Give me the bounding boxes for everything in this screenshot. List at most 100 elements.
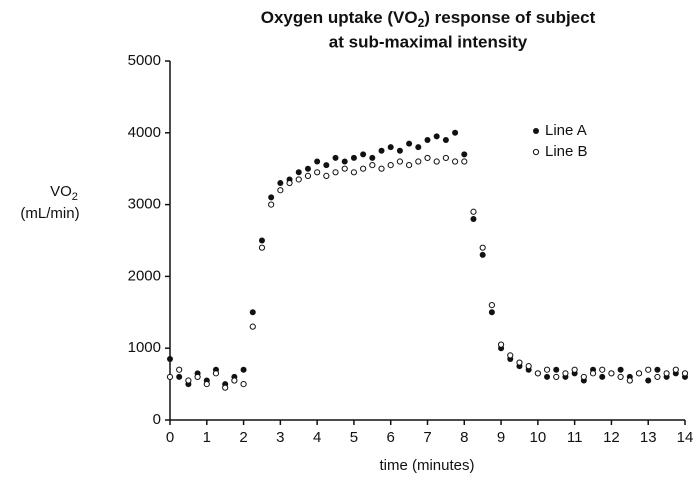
x-tick-label: 6 (387, 429, 395, 446)
scatter-point (350, 154, 357, 161)
scatter-point (424, 154, 431, 162)
legend-marker (532, 148, 540, 156)
scatter-point (534, 370, 541, 377)
x-tick-label: 13 (640, 429, 657, 446)
scatter-point (470, 215, 477, 222)
title-part: ) response of subject (424, 8, 595, 27)
y-tick-label: 2000 (128, 267, 161, 284)
x-tick-label: 4 (313, 429, 321, 446)
scatter-point (479, 251, 486, 258)
scatter-point (442, 136, 449, 143)
title-subscript: 2 (418, 16, 425, 30)
x-tick-label: 12 (603, 429, 620, 446)
x-tick-label: 3 (276, 429, 284, 446)
x-tick-label: 1 (203, 429, 211, 446)
chart-title: Oxygen uptake (VO2) response of subject (261, 8, 596, 30)
scatter-point (286, 179, 293, 187)
scatter-point (544, 373, 551, 380)
scatter-point (360, 151, 367, 158)
scatter-point (295, 176, 302, 183)
scatter-point (194, 373, 201, 381)
scatter-point (406, 140, 413, 147)
x-tick-label: 9 (497, 429, 505, 446)
scatter-point (424, 136, 431, 143)
y-label-subscript: 2 (72, 191, 78, 203)
scatter-point (185, 377, 192, 384)
x-tick-label: 2 (239, 429, 247, 446)
scatter-point (626, 377, 633, 384)
scatter-point (387, 144, 394, 151)
scatter-point (433, 158, 440, 165)
scatter-point (442, 154, 449, 162)
scatter-point (258, 237, 265, 244)
scatter-point (663, 370, 670, 377)
scatter-point (488, 309, 495, 316)
x-tick-label: 0 (166, 429, 174, 446)
scatter-point (479, 244, 486, 251)
scatter-point (277, 180, 284, 187)
x-tick-label: 11 (567, 429, 583, 446)
scatter-point (176, 373, 183, 380)
scatter-point (433, 133, 440, 140)
legend-label: Line B (545, 143, 588, 160)
scatter-point (589, 370, 597, 377)
scatter-point (341, 158, 348, 165)
scatter-point (580, 373, 587, 381)
scatter-point (222, 384, 229, 391)
legend-marker (533, 128, 539, 134)
scatter-point (176, 366, 183, 373)
scatter-point (507, 352, 514, 359)
scatter-point (461, 158, 468, 165)
scatter-point (599, 366, 606, 373)
scatter-point (672, 366, 679, 373)
x-tick-label: 14 (677, 429, 694, 446)
scatter-point (304, 172, 312, 179)
legend-label: Line A (545, 122, 587, 139)
scatter-point (314, 169, 321, 176)
scatter-point (277, 187, 284, 194)
scatter-point (212, 370, 220, 377)
scatter-point (451, 158, 459, 165)
scatter-point (268, 201, 275, 208)
scatter-point (295, 169, 302, 176)
scatter-point (525, 363, 532, 370)
y-tick-label: 0 (153, 411, 161, 428)
scatter-point (617, 366, 624, 373)
y-tick-label: 3000 (128, 196, 161, 213)
scatter-point (369, 154, 376, 161)
scatter-point (608, 370, 615, 377)
scatter-point (617, 373, 624, 381)
scatter-point (461, 151, 468, 158)
scatter-point (240, 381, 247, 388)
y-tick-label: 5000 (128, 52, 161, 69)
scatter-point (635, 370, 643, 377)
scatter-point (258, 244, 266, 251)
scatter-point (369, 162, 376, 169)
scatter-point (249, 323, 256, 330)
scatter-point (654, 366, 661, 373)
scatter-point (341, 165, 348, 172)
scatter-point (415, 158, 422, 165)
y-axis-label: VO2 (50, 183, 78, 203)
y-tick-label: 1000 (128, 339, 161, 356)
x-tick-label: 5 (350, 429, 358, 446)
scatter-point (396, 147, 403, 154)
scatter-point (268, 194, 275, 201)
x-axis-label: time (minutes) (379, 457, 474, 474)
chart-subtitle: at sub-maximal intensity (329, 32, 528, 51)
scatter-point (378, 147, 385, 154)
scatter-point (231, 377, 238, 384)
scatter-point (304, 165, 311, 172)
scatter-point (562, 370, 569, 377)
x-tick-label: 10 (530, 429, 547, 446)
y-axis-unit: (mL/min) (20, 205, 79, 222)
scatter-point (167, 355, 173, 362)
y-tick-label: 4000 (128, 124, 161, 141)
scatter-point (543, 366, 551, 373)
x-tick-label: 8 (460, 429, 468, 446)
scatter-point (387, 162, 394, 169)
scatter-point (599, 373, 606, 380)
scatter-point (645, 366, 652, 373)
scatter-point (332, 154, 339, 161)
